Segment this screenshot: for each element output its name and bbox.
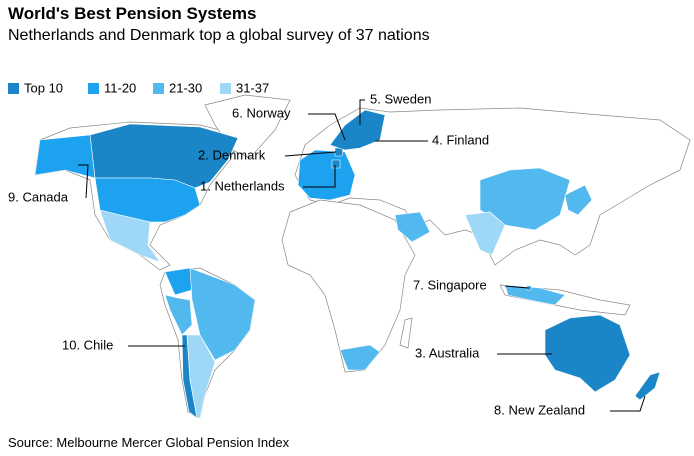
japan-korea	[564, 184, 593, 216]
legend-label: Top 10	[24, 80, 63, 95]
country-label: 3. Australia	[415, 345, 480, 360]
africa	[281, 199, 416, 373]
singapore	[526, 285, 532, 291]
legend-label: 21-30	[169, 80, 202, 95]
legend-swatch	[153, 83, 164, 94]
madagascar	[399, 317, 413, 349]
country-label: 10. Chile	[62, 337, 113, 352]
argentina	[186, 334, 216, 419]
brazil	[189, 267, 256, 361]
leader-line	[504, 285, 529, 289]
legend-label: 31-37	[236, 80, 269, 95]
leader-lines	[78, 99, 646, 412]
malaysia-indonesia	[504, 284, 566, 306]
western-europe	[297, 149, 356, 201]
new-zealand	[634, 371, 661, 401]
country-label: 8. New Zealand	[494, 402, 585, 417]
country-label: 1. Netherlands	[200, 178, 285, 193]
source: Source: Melbourne Mercer Global Pension …	[8, 435, 290, 450]
netherlands	[331, 159, 341, 169]
legend: Top 10 11-20 21-30 31-37	[8, 80, 269, 95]
leader-line	[359, 99, 365, 125]
country-label: 7. Singapore	[413, 277, 487, 292]
legend-swatch	[220, 83, 231, 94]
country-label: 9. Canada	[8, 189, 69, 204]
countries	[34, 109, 661, 419]
south-africa	[339, 344, 381, 371]
title: World's Best Pension Systems	[8, 4, 257, 23]
scandinavia	[329, 109, 386, 151]
country-label: 2. Denmark	[198, 147, 266, 162]
country-label: 4. Finland	[432, 132, 489, 147]
subtitle: Netherlands and Denmark top a global sur…	[8, 27, 430, 44]
mexico	[99, 209, 161, 263]
greenland	[204, 94, 291, 159]
alaska	[34, 134, 96, 179]
saudi-arabia	[394, 211, 431, 243]
legend-swatch	[88, 83, 99, 94]
leader-line	[303, 165, 336, 188]
leader-line	[610, 395, 646, 412]
country-label: 5. Sweden	[370, 91, 431, 106]
peru	[164, 294, 193, 336]
country-labels: 5. Sweden 6. Norway 4. Finland 2. Denmar…	[8, 91, 585, 417]
leader-line	[78, 164, 89, 199]
leader-line	[308, 113, 346, 141]
leader-line	[284, 151, 337, 157]
australia	[544, 314, 631, 393]
country-label: 6. Norway	[232, 105, 291, 120]
legend-label: 11-20	[104, 80, 136, 95]
india	[464, 211, 506, 256]
legend-swatch	[8, 83, 19, 94]
